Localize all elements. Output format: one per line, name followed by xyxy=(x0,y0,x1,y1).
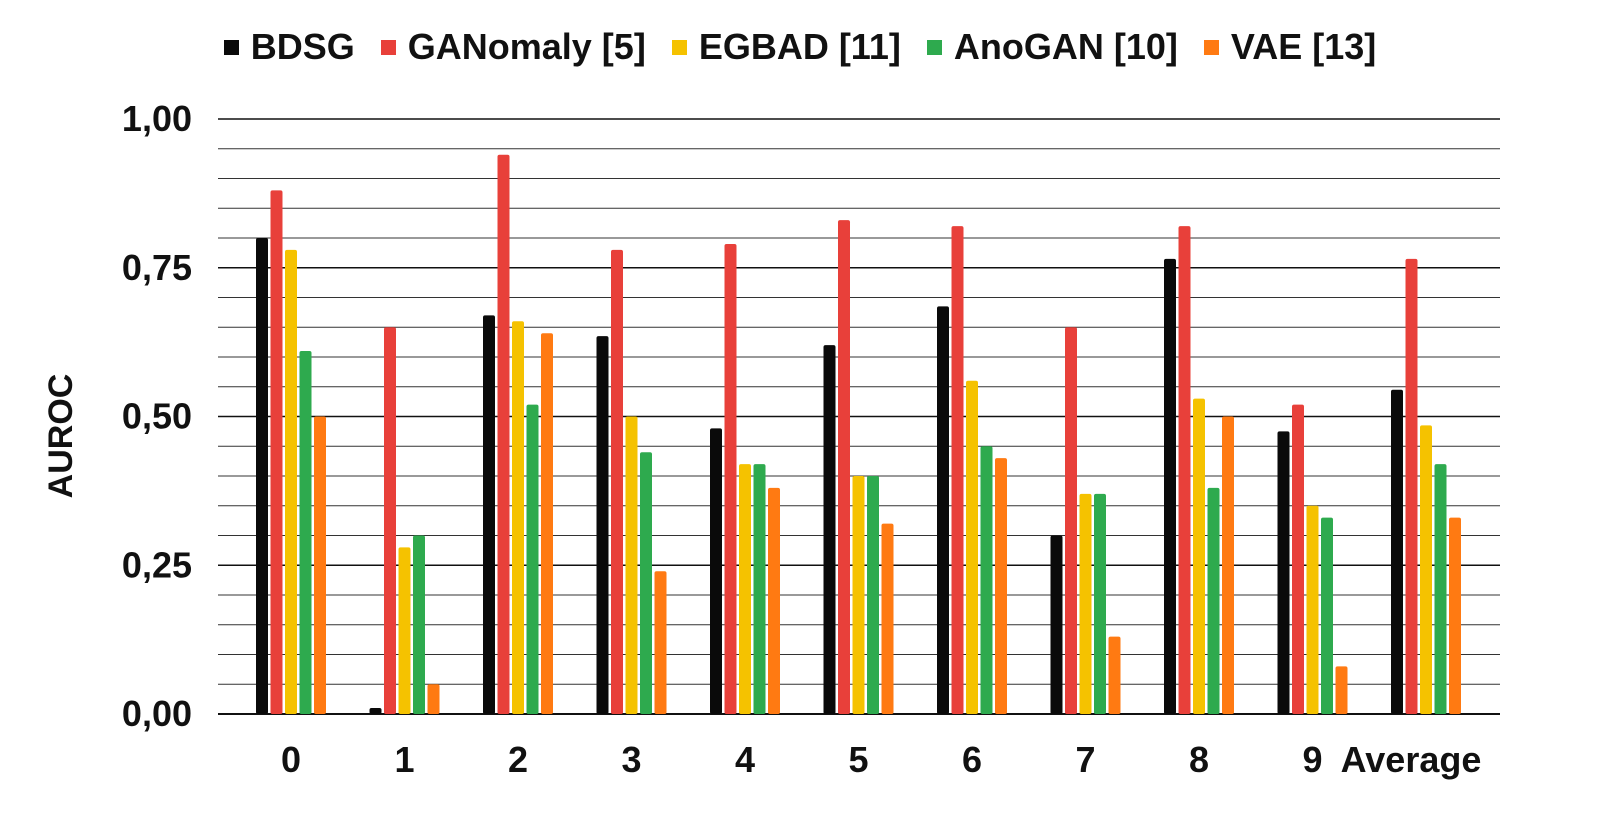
bar xyxy=(512,321,524,714)
bar xyxy=(256,238,268,714)
legend-item: VAE [13] xyxy=(1203,26,1377,68)
x-tick-labels: 0 1 2 3 4 5 6 7 8 9 Average xyxy=(281,739,1481,780)
bar xyxy=(724,243,737,714)
bar xyxy=(881,523,894,714)
bar xyxy=(1178,226,1191,714)
bar xyxy=(1094,493,1106,714)
legend-label: VAE [13] xyxy=(1230,26,1377,67)
bar xyxy=(739,464,751,714)
bar xyxy=(413,535,425,714)
bar xyxy=(1050,535,1063,714)
x-tick-label: 1 xyxy=(394,739,414,780)
x-tick-label: 3 xyxy=(621,739,641,780)
legend-label: GANomaly [5] xyxy=(407,26,646,67)
bar xyxy=(369,708,382,714)
bar xyxy=(1321,517,1333,714)
bar xyxy=(867,476,879,714)
bar xyxy=(1306,505,1319,714)
x-tick-label: Average xyxy=(1341,739,1482,780)
bar xyxy=(1420,425,1432,714)
bar xyxy=(1079,493,1092,714)
x-tick-label: 5 xyxy=(848,739,868,780)
bar xyxy=(640,452,652,714)
bar xyxy=(823,345,836,714)
bar xyxy=(596,336,609,714)
legend-label: EGBAD [11] xyxy=(698,26,901,67)
y-tick-label: 0,00 xyxy=(122,693,192,734)
bar xyxy=(852,476,865,714)
bar xyxy=(427,684,440,714)
bar xyxy=(1391,389,1403,714)
bar xyxy=(1405,258,1418,714)
legend-swatch xyxy=(223,39,239,55)
bar xyxy=(838,220,850,714)
bar xyxy=(937,306,949,714)
bar xyxy=(1449,517,1461,714)
y-tick-label: 0,25 xyxy=(122,544,192,585)
legend-label: AnoGAN [10] xyxy=(953,26,1178,67)
bar xyxy=(1277,431,1290,714)
bar xyxy=(710,428,722,714)
legend-item: EGBAD [11] xyxy=(671,26,901,68)
bar xyxy=(966,380,978,714)
bar xyxy=(1193,398,1205,714)
legend-swatch xyxy=(926,39,942,55)
bar xyxy=(526,404,539,714)
x-tick-label: 9 xyxy=(1302,739,1322,780)
bar xyxy=(1292,404,1304,714)
y-tick-label: 1,00 xyxy=(122,98,192,139)
x-tick-label: 0 xyxy=(281,739,301,780)
bar xyxy=(654,571,667,714)
bar xyxy=(299,351,312,714)
bar xyxy=(1222,416,1234,714)
y-axis-title: AUROC xyxy=(42,374,80,499)
legend-label: BDSG xyxy=(250,26,355,67)
x-tick-label: 7 xyxy=(1075,739,1095,780)
bar xyxy=(1065,327,1077,714)
x-tick-label: 4 xyxy=(735,739,755,780)
y-tick-label: 0,75 xyxy=(122,247,192,288)
bar xyxy=(1108,636,1121,714)
bar xyxy=(497,154,510,714)
bar xyxy=(1164,258,1176,714)
bar xyxy=(625,416,638,714)
legend-item: GANomaly [5] xyxy=(380,26,646,68)
chart-legend: BDSG GANomaly [5] EGBAD [11] AnoGAN [10] VAE… xyxy=(0,22,1600,72)
bar xyxy=(995,458,1007,714)
bar xyxy=(753,464,766,714)
bar xyxy=(1434,464,1447,714)
bars-layer xyxy=(256,154,1461,714)
legend-swatch xyxy=(671,39,687,55)
x-tick-label: 8 xyxy=(1189,739,1209,780)
bar xyxy=(285,249,297,714)
bar xyxy=(314,416,326,714)
bar xyxy=(1207,487,1220,714)
y-tick-label: 0,50 xyxy=(122,396,192,437)
bar xyxy=(1335,666,1348,714)
bar xyxy=(270,190,283,714)
legend-item: AnoGAN [10] xyxy=(926,26,1178,68)
x-tick-label: 6 xyxy=(962,739,982,780)
bar xyxy=(541,333,553,714)
y-tick-labels: 0,00 0,25 0,50 0,75 1,00 xyxy=(122,98,192,734)
bar xyxy=(384,327,396,714)
bar xyxy=(398,547,411,714)
legend-item: BDSG xyxy=(223,26,355,68)
bar xyxy=(980,446,993,714)
bar xyxy=(768,487,780,714)
bar xyxy=(483,315,495,714)
bar xyxy=(611,249,623,714)
bar xyxy=(951,226,964,714)
legend-swatch xyxy=(380,39,396,55)
x-tick-label: 2 xyxy=(508,739,528,780)
legend-swatch xyxy=(1203,39,1219,55)
